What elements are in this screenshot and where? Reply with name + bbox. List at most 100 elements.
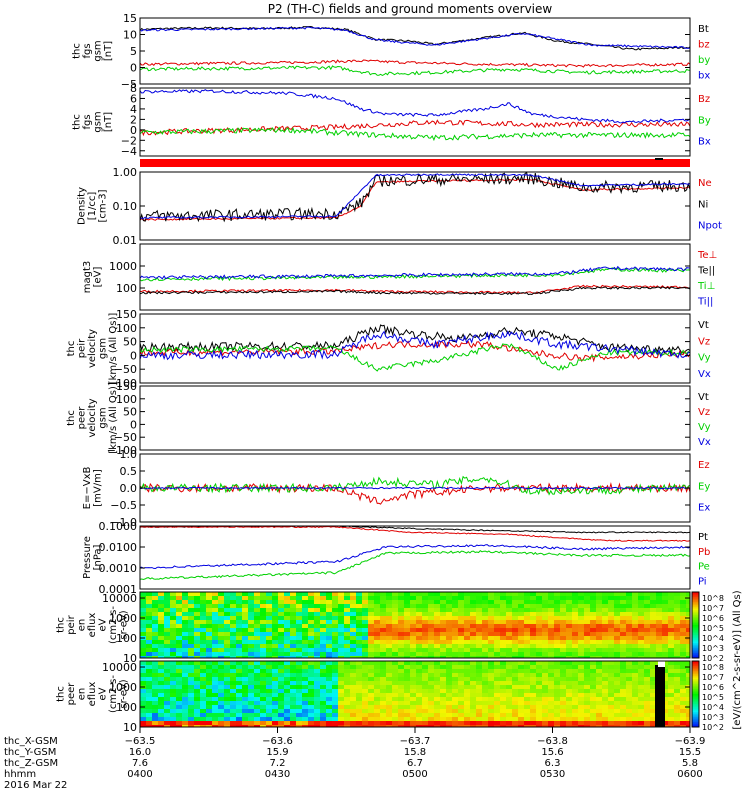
y-axis-label: thcfgsgsm[nT] (71, 40, 114, 61)
y-tick-label: 0.1000 (99, 520, 138, 533)
colorbar-cell (692, 598, 699, 601)
y-tick-label: 0.0100 (99, 541, 138, 554)
y-tick-label: 1.0 (120, 448, 138, 461)
colorbar-cell (692, 670, 699, 674)
data-gap-bar (655, 665, 665, 727)
colorbar-cell (692, 616, 699, 619)
y-tick-label: 2 (130, 113, 137, 126)
x-tick-label: −63.7 (400, 736, 431, 747)
colorbar-cell (692, 639, 699, 642)
panel-peir_vel: VtVzVyVx−100−50050100150thcpeirvelocityg… (66, 308, 711, 390)
y-axis-label-line: magt3 (82, 261, 93, 294)
legend-Vy: Vy (698, 422, 711, 433)
y-tick-label: 0.0001 (99, 583, 138, 596)
series-bz (140, 59, 690, 68)
panel-peer_vel: VtVzVyVx−100−50050100150thcpeervelocityg… (66, 380, 711, 457)
y-axis-label-line: fgs (82, 114, 93, 129)
colorbar-cell (692, 615, 699, 618)
x-tick-label: −63.8 (537, 736, 568, 747)
y-axis-label-line: [cm-3] (98, 189, 109, 222)
legend-Npot: Npot (698, 221, 722, 232)
colorbar-tick: 10^5 (702, 624, 724, 633)
y-tick-label: 6 (130, 92, 137, 105)
series-Pe (140, 550, 690, 581)
colorbar-cell (692, 606, 699, 609)
colorbar-cell (692, 661, 699, 664)
panel-temp: Te⊥ Te|| Ti⊥ Ti|| 100 1000 magt3[eV] (82, 243, 717, 311)
legend-Vx: Vx (698, 437, 711, 448)
y-tick-label: −4 (121, 145, 137, 158)
colorbar-cell (692, 593, 699, 596)
x-tick-label: 15.9 (266, 747, 288, 758)
legend-Vx: Vx (698, 369, 711, 380)
colorbar-cell (692, 644, 699, 647)
y-tick-label: 1000 (109, 612, 137, 625)
colorbar-cell (692, 623, 699, 626)
y-tick-label: 10 (123, 652, 137, 665)
y-tick-label: −1.0 (110, 516, 137, 529)
y-tick-label: 0.5 (120, 465, 138, 478)
y-tick-label: 50 (123, 336, 137, 349)
colorbar-tick: 10^7 (702, 673, 724, 682)
y-axis-label-line: [1/cc] (87, 192, 98, 221)
panel-frame (139, 385, 691, 451)
panel-frame (139, 453, 691, 523)
colorbar-cell (692, 669, 699, 672)
y-axis-label: thcpeerenefluxeV(cm2-s-sr-eV) (56, 675, 130, 713)
series-bx (140, 26, 690, 49)
y-axis-label-line: thc (71, 114, 82, 130)
colorbar-cell (692, 674, 699, 677)
colorbar-cell (692, 643, 699, 646)
series-Vy (140, 343, 690, 372)
colorbar-tick: 10^2 (702, 654, 724, 663)
date-label: 2016 Mar 22 (4, 780, 67, 791)
series-Vt (140, 324, 690, 356)
colorbar-cell (692, 720, 699, 723)
x-tick-label: −63.6 (262, 736, 293, 747)
legend-Pt: Pt (698, 532, 708, 543)
colorbar-tick: 10^6 (702, 683, 724, 692)
y-axis-label-line: velocity (87, 329, 98, 368)
colorbar-cell (692, 687, 699, 690)
legend-bz: bz (698, 40, 710, 51)
legend-Pe: Pe (698, 562, 710, 573)
y-tick-label: 0 (130, 349, 137, 362)
mode-bar (140, 159, 690, 167)
series-Ex (140, 486, 690, 490)
x-tick-label: 0400 (127, 769, 152, 780)
y-axis-label-line: gsm (92, 111, 103, 132)
x-tick-label: 6.3 (545, 758, 561, 769)
colorbar-cell (692, 708, 699, 711)
series-Bz (140, 119, 690, 137)
x-row-label: thc_Z-GSM (4, 758, 58, 769)
x-row-label: hhmm (4, 769, 36, 780)
y-tick-label: −100 (107, 444, 137, 457)
legend-Ez: Ez (698, 460, 710, 471)
colorbar-cell (692, 705, 699, 708)
y-axis-label: thcpeervelocitygsm[km/s (All Qs)] (66, 382, 119, 454)
colorbar-cell (692, 603, 699, 606)
panel-frame (139, 17, 691, 85)
legend-Ne: Ne (698, 178, 712, 189)
x-row-label: thc_Y-GSM (4, 747, 56, 758)
x-tick-label: 15.5 (679, 747, 701, 758)
colorbar-cell (692, 672, 699, 675)
y-axis-label: Pressure[nPa] (82, 536, 104, 579)
x-tick-label: 15.6 (541, 747, 563, 758)
y-axis-label-line: [nT] (103, 112, 114, 132)
colorbar-cell (692, 638, 699, 641)
y-axis-label-line: [km/s (All Qs)] (108, 313, 119, 385)
colorbar-cell (692, 653, 699, 656)
x-tick-label: 5.8 (682, 758, 698, 769)
colorbar-cell (692, 717, 699, 720)
y-axis-label-line: gsm (98, 338, 109, 359)
y-tick-label: 0.10 (113, 200, 138, 213)
colorbar-cell (692, 684, 699, 687)
mode-bar-mark (655, 158, 663, 160)
colorbar-cell (692, 662, 699, 665)
colorbar-cell (692, 692, 699, 695)
x-tick-label: −63.5 (125, 736, 156, 747)
colorbar-cell (692, 710, 699, 713)
